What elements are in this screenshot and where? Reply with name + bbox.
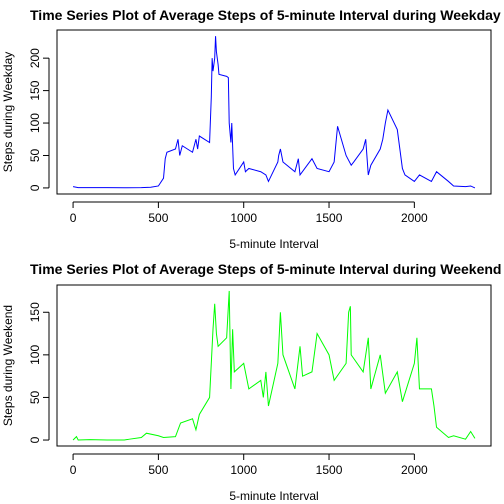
y-tick-label: 200 <box>28 48 42 68</box>
y-tick-label: 50 <box>28 390 42 404</box>
data-line <box>72 290 476 441</box>
chart-title: Time Series Plot of Average Steps of 5-m… <box>30 7 501 23</box>
chart-title: Time Series Plot of Average Steps of 5-m… <box>30 261 501 277</box>
x-axis-label: 5-minute Interval <box>229 237 318 251</box>
y-tick-label: 100 <box>28 345 42 365</box>
y-axis-label: Steps during Weekend <box>1 305 15 426</box>
x-tick-label: 2000 <box>401 463 428 477</box>
x-tick-label: 500 <box>148 211 168 225</box>
x-tick-label: 1500 <box>316 463 343 477</box>
x-tick-label: 2000 <box>401 211 428 225</box>
x-axis-label: 5-minute Interval <box>229 489 318 503</box>
y-tick-label: 150 <box>28 302 42 322</box>
y-tick-label: 50 <box>28 148 42 162</box>
y-tick-label: 0 <box>28 184 42 191</box>
x-tick-label: 1500 <box>316 211 343 225</box>
plot-box <box>56 29 492 195</box>
x-tick-label: 0 <box>70 211 77 225</box>
x-tick-label: 1000 <box>230 463 257 477</box>
data-line <box>72 36 476 189</box>
y-tick-label: 150 <box>28 80 42 100</box>
plot-box <box>56 284 492 447</box>
y-tick-label: 0 <box>28 436 42 443</box>
x-tick-label: 500 <box>148 463 168 477</box>
x-tick-label: 1000 <box>230 211 257 225</box>
y-tick-label: 100 <box>28 113 42 133</box>
y-axis-label: Steps during Weekday <box>1 52 15 173</box>
x-tick-label: 0 <box>70 463 77 477</box>
